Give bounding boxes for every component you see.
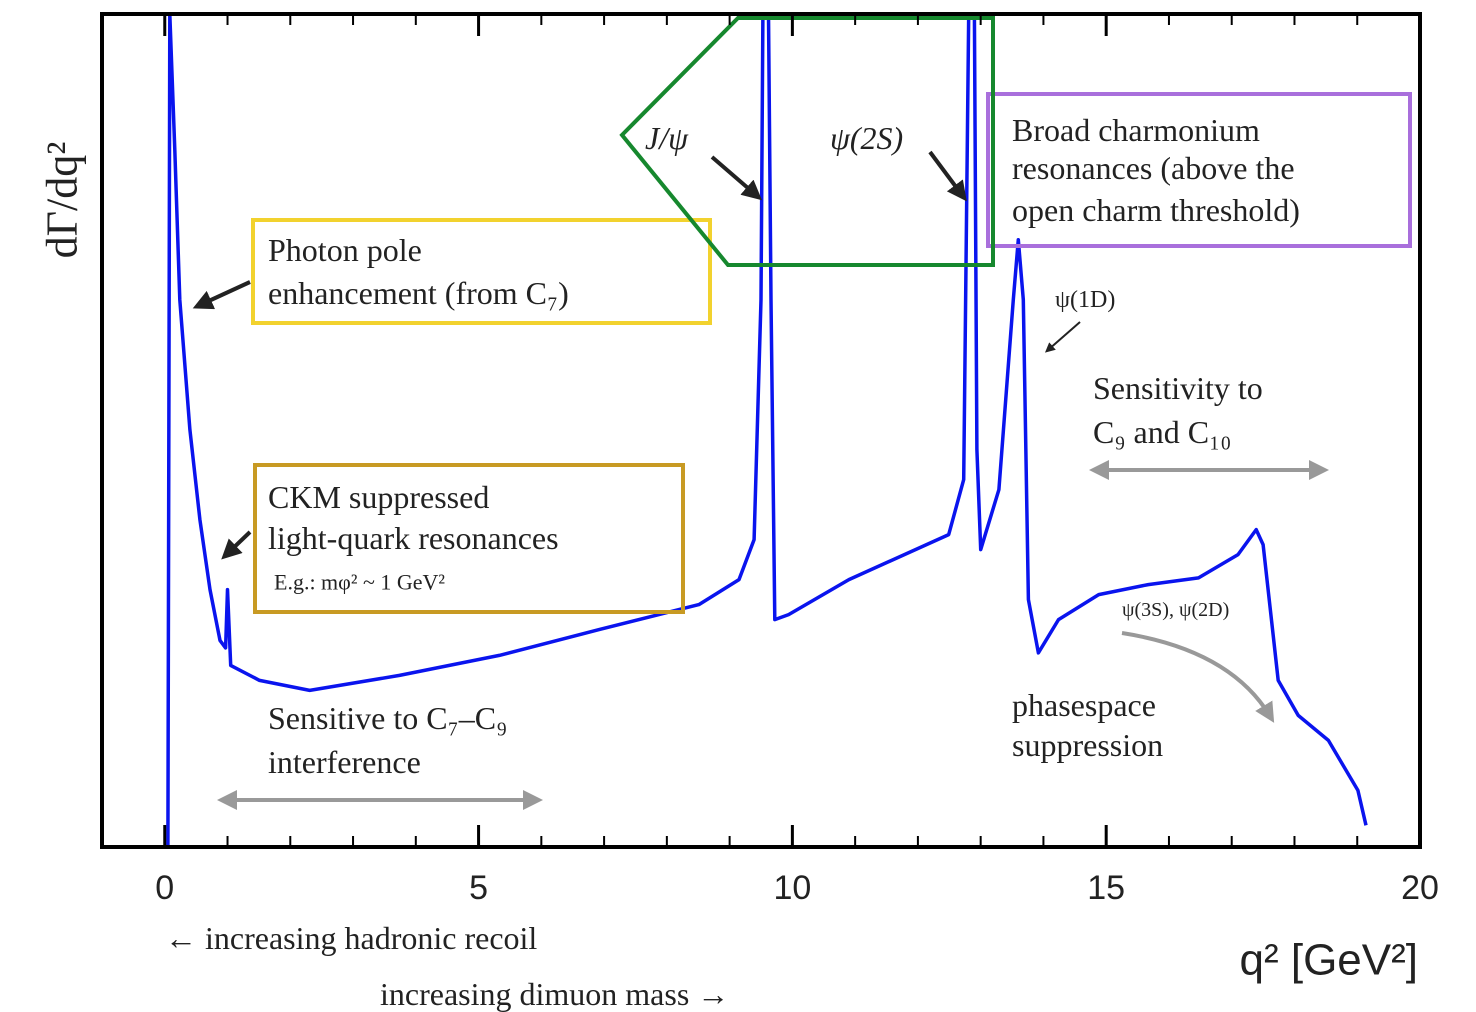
annotation: enhancement (from C₇)	[268, 275, 569, 311]
x-tick-label: 15	[1087, 869, 1125, 907]
annotation: open charm threshold)	[1012, 192, 1300, 228]
annotation-box	[253, 463, 685, 614]
annotation-box	[619, 16, 995, 267]
annotation: E.g.: mφ² ~ 1 GeV²	[274, 570, 445, 595]
x-tick-label: 5	[469, 869, 488, 907]
annotation-box	[251, 218, 712, 325]
x-tick-label: 0	[155, 869, 174, 907]
x-tick-label: 20	[1401, 869, 1439, 907]
arrow	[192, 280, 251, 310]
annotation: J/ψ	[645, 120, 689, 156]
x-axis-title: q² [GeV²]	[1240, 936, 1419, 985]
arrow	[221, 530, 252, 560]
annotation: ψ(2S)	[830, 120, 903, 156]
x-note: ← increasing hadronic recoil	[165, 920, 537, 956]
annotation: interference	[268, 744, 421, 780]
y-axis-title: dΓ/dq²	[38, 142, 87, 259]
annotation: resonances (above the	[1012, 150, 1295, 186]
annotation: CKM suppressed	[268, 479, 489, 515]
annotation: phasespace	[1012, 687, 1156, 723]
annotation: suppression	[1012, 727, 1163, 763]
annotation: Sensitivity to	[1093, 370, 1263, 406]
plot-area	[166, 14, 1368, 847]
x-note: increasing dimuon mass →	[380, 976, 729, 1012]
annotation: Sensitive to C₇–C₉	[268, 700, 507, 736]
arrow	[710, 155, 763, 201]
arrow	[1121, 631, 1275, 723]
annotation: C₉ and C₁₀	[1093, 414, 1231, 450]
annotation: light-quark resonances	[268, 520, 559, 556]
arrow	[928, 150, 967, 202]
plot-frame	[100, 12, 1422, 849]
data-line	[166, 14, 1368, 847]
annotation: ψ(3S), ψ(2D)	[1122, 599, 1229, 621]
annotation: Photon pole	[268, 232, 422, 268]
annotation: Broad charmonium	[1012, 112, 1260, 148]
annotation: ψ(1D)	[1055, 287, 1115, 313]
annotation-box	[986, 92, 1412, 248]
arrow	[1044, 321, 1081, 353]
x-tick-label: 10	[773, 869, 811, 907]
